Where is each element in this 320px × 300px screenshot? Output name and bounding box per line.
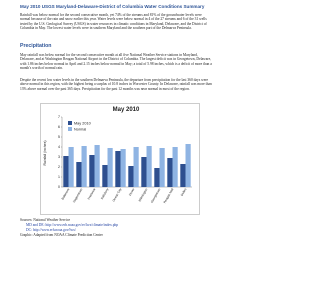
bar — [133, 147, 139, 187]
y-tick-label: 2 — [58, 165, 60, 169]
legend-swatch — [68, 127, 72, 131]
source-line: Graphic: Adapted from NOAA Climate Predi… — [20, 233, 103, 237]
x-tick-label: Reagan Natl — [163, 187, 175, 204]
x-tick-label: Hagerstown — [72, 187, 84, 203]
x-tick-label: Ocean City — [111, 187, 122, 202]
legend-label: May 2010 — [74, 121, 91, 125]
y-axis-label: Rainfall (inches) — [43, 140, 47, 165]
y-tick-label: 1 — [58, 175, 60, 179]
bar — [120, 149, 126, 187]
x-tick-label: Salisbury — [100, 187, 110, 200]
chart: May 2010 Rainfall (inches) 0 1 2 3 4 5 6 7 Balti… — [40, 103, 200, 215]
section-heading: Precipitation — [20, 43, 52, 49]
bar — [172, 147, 178, 187]
bar — [76, 162, 82, 187]
source-line: Sources: National Weather Service — [20, 218, 71, 222]
doc-title: May 2010 USGS Maryland-Delaware-District… — [20, 4, 205, 9]
bar — [68, 147, 74, 187]
bar — [115, 151, 121, 187]
sources: Sources: National Weather Service MD and… — [20, 218, 212, 238]
x-tick-label: Frederick — [87, 187, 97, 200]
source-line: DC: http://www.erh.noaa.gov/lwx/ — [26, 228, 76, 232]
bar — [146, 146, 152, 187]
bar — [89, 155, 95, 187]
y-tick-label: 5 — [58, 135, 60, 139]
paragraph: Despite the recent low water levels in t… — [20, 78, 212, 91]
intro-paragraph: Rainfall was below normal for the second… — [20, 13, 207, 31]
bar — [167, 158, 173, 187]
y-tick-label: 7 — [58, 115, 60, 119]
bar — [107, 148, 113, 187]
bar — [180, 164, 186, 187]
bar — [159, 148, 165, 187]
bar — [141, 157, 147, 187]
page: May 2010 USGS Maryland-Delaware-District… — [20, 4, 212, 238]
paragraph: May rainfall was below normal for the se… — [20, 53, 212, 71]
x-tick-label: Baltimore — [61, 187, 71, 200]
x-tick-label: Wilmington — [137, 187, 148, 202]
bar — [81, 146, 87, 187]
bar — [94, 145, 100, 187]
source-line: MD and DE: http://www.erh.noaa.gov/er/lw… — [26, 223, 119, 227]
y-tick-label: 6 — [58, 125, 60, 129]
y-tick-label: 0 — [58, 185, 60, 189]
legend-label: Normal — [74, 127, 86, 131]
x-tick-label: Dulles — [180, 187, 188, 197]
y-tick-label: 4 — [58, 145, 60, 149]
bar — [63, 156, 69, 187]
bar — [154, 168, 160, 187]
bar — [128, 166, 134, 187]
x-tick-label: Georgetown — [150, 187, 162, 203]
chart-title: May 2010 — [113, 107, 140, 113]
bar — [185, 144, 191, 187]
y-tick-label: 3 — [58, 155, 60, 159]
bar — [102, 165, 108, 187]
legend-swatch — [68, 121, 72, 125]
x-tick-label: Dover — [128, 188, 135, 197]
